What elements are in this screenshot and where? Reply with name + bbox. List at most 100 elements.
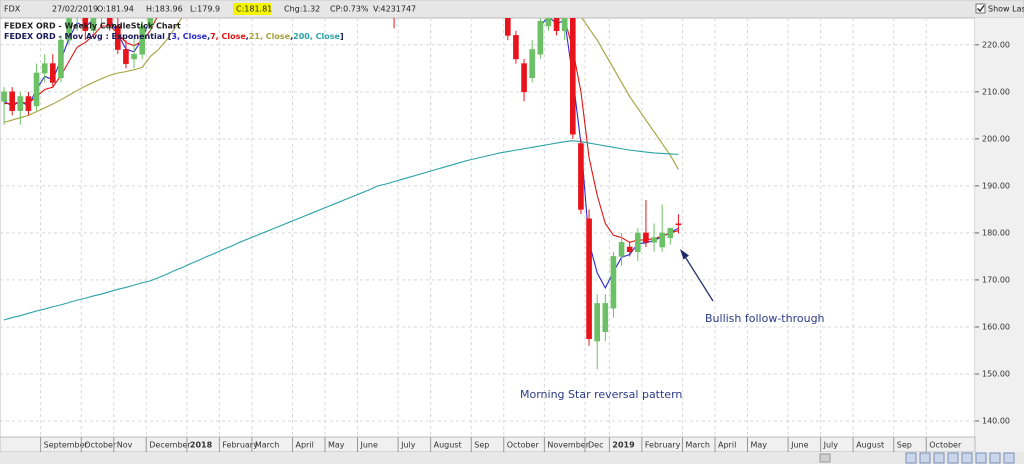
symbol: FDX — [4, 5, 21, 14]
candle-body — [586, 218, 592, 340]
candle-body — [41, 63, 48, 74]
x-tick-label: Sep — [897, 441, 912, 450]
candle-body — [675, 223, 682, 226]
x-tick-label: 2018 — [190, 441, 213, 450]
arrow-head — [680, 249, 689, 260]
legend-entry: 3, Close — [171, 32, 207, 41]
chart-title: FEDEX ORD - Weekly CandleStick Chart — [4, 22, 181, 31]
low-value: L:179.9 — [190, 5, 220, 14]
y-tick-label: 180.00 — [982, 228, 1010, 237]
y-tick-label: 190.00 — [982, 181, 1010, 190]
plot-area — [0, 17, 976, 438]
x-tick-label: April — [718, 441, 736, 450]
y-tick-label: 150.00 — [982, 369, 1010, 378]
x-tick-label: August — [434, 441, 462, 450]
x-tick-label: June — [360, 441, 379, 450]
candle-body — [25, 96, 32, 111]
legend-entry: , — [246, 32, 249, 41]
high-value: H:183.96 — [146, 5, 183, 14]
candle-body — [618, 242, 625, 257]
legend-entry: , — [207, 32, 210, 41]
candle-body — [529, 49, 536, 79]
y-tick-label: 160.00 — [982, 322, 1010, 331]
candle-body — [553, 18, 560, 31]
legend-entry: , — [290, 32, 293, 41]
x-tick-label: February — [645, 441, 681, 450]
nav-button[interactable] — [1003, 452, 1015, 464]
show-last-label[interactable]: Show Last — [988, 5, 1024, 14]
annotation: Morning Star reversal pattern — [520, 388, 682, 401]
x-tick-label: September — [44, 441, 89, 450]
candle-body — [17, 96, 24, 111]
change-percent: CP:0.73% — [330, 5, 369, 14]
candle-body — [82, 18, 89, 31]
annotation: Bullish follow-through — [705, 312, 825, 325]
y-tick-label: 220.00 — [982, 40, 1010, 49]
candle-body — [123, 49, 129, 64]
candle-body — [651, 237, 657, 243]
nav-button[interactable] — [905, 452, 917, 464]
x-tick-label: June — [790, 441, 809, 450]
x-tick-label: October — [507, 441, 540, 450]
nav-button[interactable] — [989, 452, 1001, 464]
x-tick-label: May — [751, 441, 768, 450]
candle-body — [569, 18, 576, 135]
candle-body — [545, 18, 552, 27]
candle-body — [33, 72, 40, 107]
y-tick-label: 170.00 — [982, 275, 1010, 284]
x-tick-label: December — [149, 441, 191, 450]
y-tick-label: 210.00 — [982, 87, 1010, 96]
ma-line — [3, 18, 679, 170]
x-tick-label: March — [255, 441, 279, 450]
candle-body — [66, 18, 72, 41]
legend-entry: 200, Close — [293, 32, 340, 41]
y-axis-area — [975, 18, 1024, 437]
y-tick-label: 140.00 — [982, 417, 1010, 426]
nav-button[interactable] — [919, 452, 931, 464]
legend-entry: ] — [340, 32, 344, 41]
x-tick-label: 2019 — [612, 441, 635, 450]
x-tick-label: October — [84, 441, 117, 450]
legend-entry: FEDEX ORD - Mov Avg : Exponential [ — [4, 32, 172, 41]
show-last-checkbox[interactable] — [975, 3, 986, 14]
candle-body — [643, 232, 649, 243]
nav-button[interactable] — [933, 452, 945, 464]
annotation-arrow — [683, 254, 714, 302]
grid — [0, 18, 975, 437]
ma-line — [3, 140, 679, 321]
candle-body — [9, 91, 16, 111]
candle-body — [610, 256, 617, 309]
close-value: C:181.81 — [236, 5, 272, 14]
x-tick-label: October — [929, 441, 962, 450]
candle-body — [578, 143, 584, 210]
candle-body — [106, 18, 113, 27]
candle-body — [561, 18, 568, 31]
legend-entry: 7, Close — [210, 32, 246, 41]
nav-button[interactable] — [961, 452, 973, 464]
x-tick-label: March — [686, 441, 710, 450]
candle-body — [1, 91, 7, 102]
x-tick-label: Sep — [474, 441, 489, 450]
nav-button[interactable] — [947, 452, 959, 464]
close-highlight — [233, 3, 271, 15]
legend-entry: 21, Close — [249, 32, 291, 41]
legend: FEDEX ORD - Mov Avg : Exponential [3, Cl… — [4, 32, 344, 41]
candle-body — [49, 63, 56, 83]
candle-body — [537, 20, 544, 55]
candle-body — [114, 25, 121, 50]
candle-body — [147, 18, 154, 27]
candle-body — [90, 18, 97, 31]
candle-body — [626, 246, 633, 253]
candle-body — [667, 227, 674, 238]
date: 27/02/2019 — [52, 5, 98, 14]
x-tick-label: May — [328, 441, 345, 450]
x-tick-label: July — [823, 441, 839, 450]
x-tick-label: February — [222, 441, 258, 450]
nav-button[interactable] — [975, 452, 987, 464]
toolbar: FDX 27/02/2019 O:181.94 H:183.96 L:179.9… — [0, 0, 1024, 19]
x-tick-label: November — [547, 441, 589, 450]
x-tick-label: April — [296, 441, 314, 450]
scroll-thumb[interactable] — [819, 453, 831, 463]
